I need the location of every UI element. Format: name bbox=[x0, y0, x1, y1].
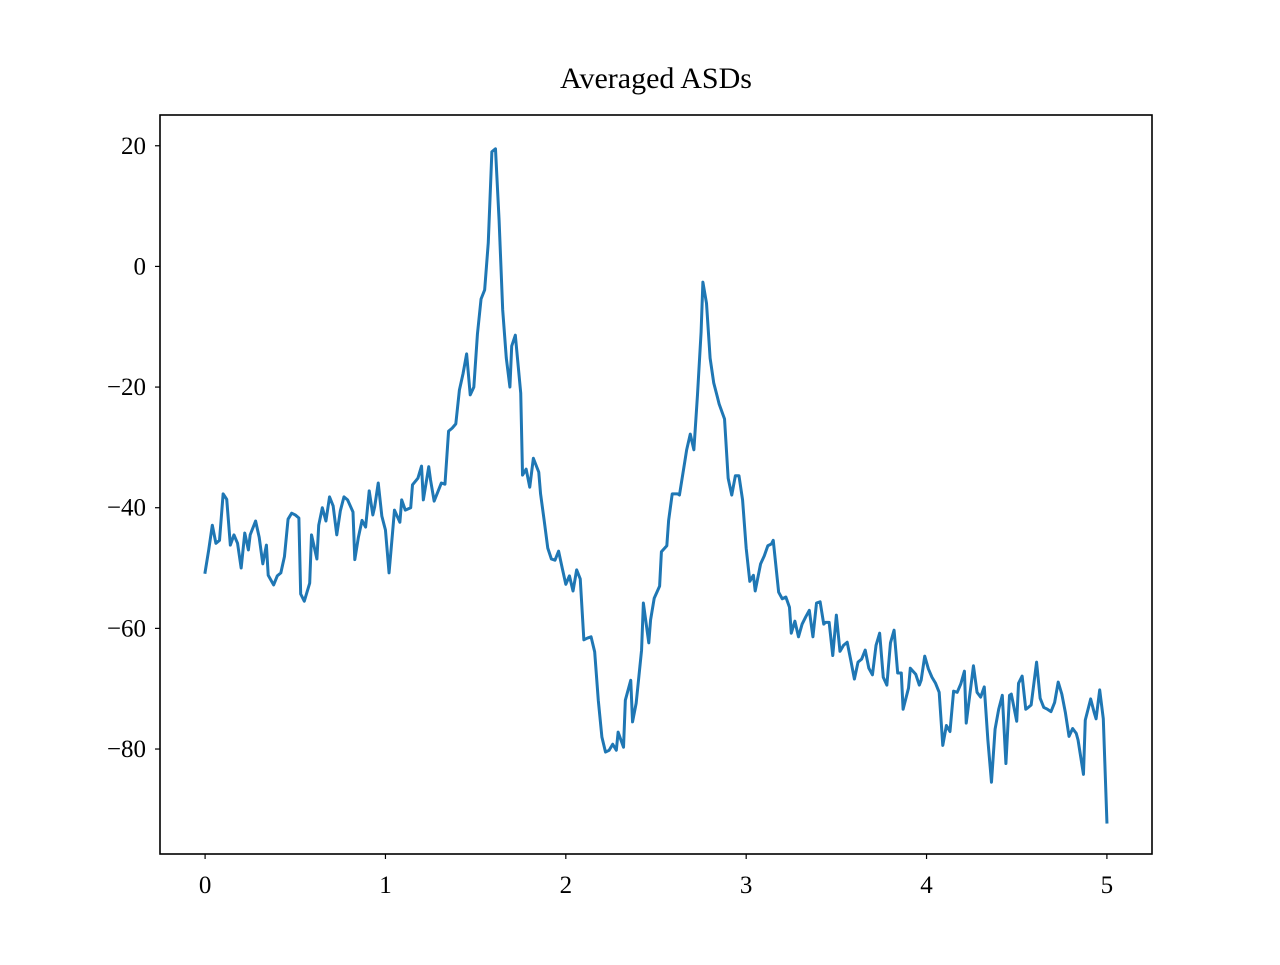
x-tick-label: 0 bbox=[199, 872, 212, 899]
chart-title: Averaged ASDs bbox=[560, 62, 752, 95]
y-tick-label: 0 bbox=[134, 253, 147, 280]
x-tick-label: 5 bbox=[1101, 872, 1114, 899]
y-tick-label: −40 bbox=[107, 495, 146, 522]
plot-frame bbox=[159, 114, 1153, 855]
data-line bbox=[203, 147, 1109, 824]
y-tick-label: −20 bbox=[107, 374, 146, 401]
y-tick-label: −80 bbox=[107, 736, 146, 763]
x-tick-label: 4 bbox=[920, 872, 933, 899]
x-tick-label: 2 bbox=[560, 872, 573, 899]
y-tick-label: 20 bbox=[121, 133, 146, 160]
x-tick-label: 3 bbox=[740, 872, 753, 899]
y-tick-label: −60 bbox=[107, 615, 146, 642]
x-tick-label: 1 bbox=[379, 872, 392, 899]
